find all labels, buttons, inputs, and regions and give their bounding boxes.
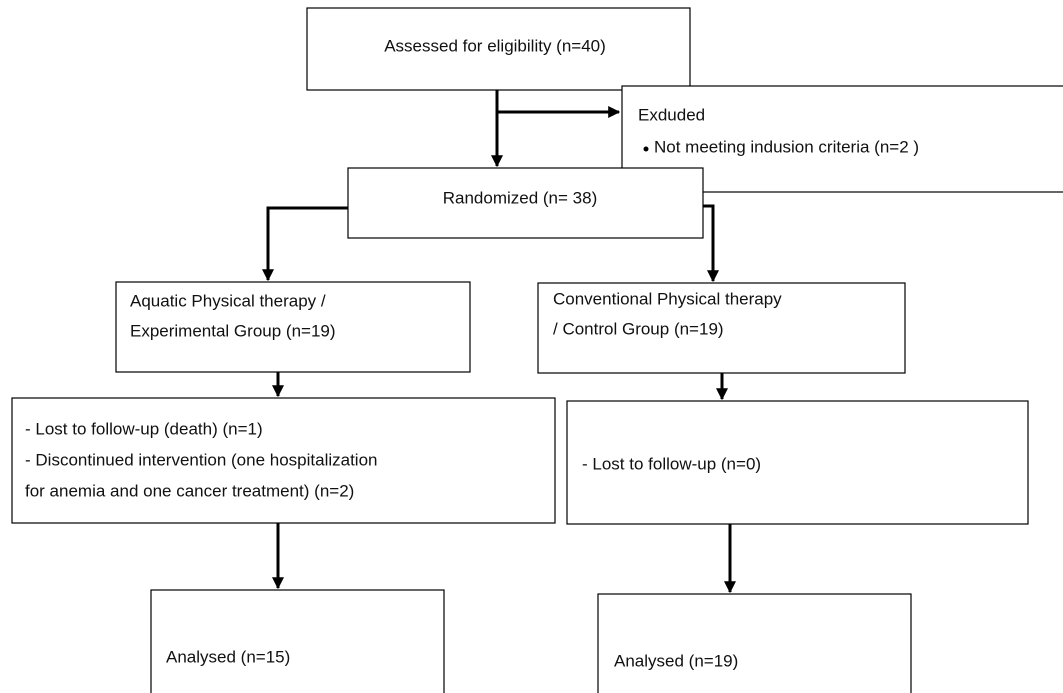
arrow <box>703 204 719 283</box>
box <box>537 282 906 374</box>
box <box>566 400 1029 525</box>
box-text: - Discontinued intervention (one hospita… <box>25 450 377 469</box>
box-text: Not meeting indusion criteria (n=2 ) <box>654 137 919 156</box>
bullet <box>643 146 649 152</box>
box <box>347 167 704 239</box>
box <box>150 589 445 693</box>
box-text: Conventional Physical therapy <box>553 289 782 308</box>
box-text: Randomized (n= 38) <box>443 188 598 207</box>
box-text: Exduded <box>638 105 705 124</box>
box-text: - Lost to follow-up (n=0) <box>582 454 761 473</box>
box-text: Analysed (n=19) <box>614 651 738 670</box>
box-text: Aquatic Physical therapy / <box>130 291 326 310</box>
box-text: Assessed for eligibility (n=40) <box>384 36 606 55</box>
box-text: - Lost to follow-up (death) (n=1) <box>25 419 263 438</box>
box <box>306 7 691 91</box>
box <box>115 281 471 373</box>
box-text: Analysed (n=15) <box>166 647 290 666</box>
box <box>597 593 912 693</box>
arrow <box>262 206 348 282</box>
box-text: for anemia and one cancer treatment) (n=… <box>25 481 354 500</box>
box-text: / Control Group (n=19) <box>553 319 724 338</box>
box <box>11 397 556 524</box>
box-text: Experimental Group (n=19) <box>130 321 336 340</box>
